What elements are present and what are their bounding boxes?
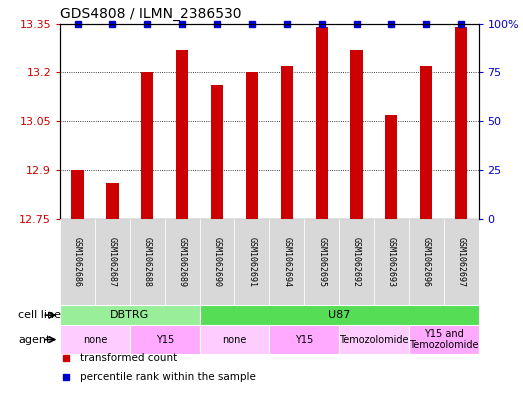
Bar — [409, 325, 479, 354]
Bar — [350, 50, 362, 219]
Bar — [200, 219, 234, 305]
Text: GSM1062691: GSM1062691 — [247, 237, 256, 287]
Text: agent: agent — [18, 334, 51, 345]
Bar — [385, 114, 397, 219]
Bar — [60, 305, 200, 325]
Bar — [95, 219, 130, 305]
Text: GSM1062693: GSM1062693 — [387, 237, 396, 287]
Text: cell line: cell line — [18, 310, 61, 320]
Bar — [200, 305, 479, 325]
Bar — [409, 219, 444, 305]
Bar — [374, 219, 409, 305]
Text: Y15: Y15 — [156, 334, 174, 345]
Text: percentile rank within the sample: percentile rank within the sample — [81, 372, 256, 382]
Bar — [269, 219, 304, 305]
Text: GSM1062687: GSM1062687 — [108, 237, 117, 287]
Bar — [420, 66, 433, 219]
Text: transformed count: transformed count — [81, 353, 177, 363]
Text: Y15: Y15 — [295, 334, 313, 345]
Text: none: none — [83, 334, 107, 345]
Bar — [339, 325, 409, 354]
Text: GDS4808 / ILMN_2386530: GDS4808 / ILMN_2386530 — [60, 7, 242, 21]
Text: DBTRG: DBTRG — [110, 310, 150, 320]
Bar — [269, 325, 339, 354]
Bar — [60, 219, 95, 305]
Text: GSM1062689: GSM1062689 — [178, 237, 187, 287]
Text: U87: U87 — [328, 310, 350, 320]
Text: GSM1062696: GSM1062696 — [422, 237, 431, 287]
Bar — [315, 27, 328, 219]
Bar — [246, 72, 258, 219]
Text: none: none — [222, 334, 247, 345]
Bar — [281, 66, 293, 219]
Text: GSM1062686: GSM1062686 — [73, 237, 82, 287]
Text: GSM1062690: GSM1062690 — [212, 237, 222, 287]
Text: Temozolomide: Temozolomide — [339, 334, 408, 345]
Text: GSM1062688: GSM1062688 — [143, 237, 152, 287]
Bar — [130, 325, 200, 354]
Text: GSM1062695: GSM1062695 — [317, 237, 326, 287]
Bar — [60, 325, 130, 354]
Bar — [444, 219, 479, 305]
Bar — [200, 325, 269, 354]
Text: Y15 and
Temozolomide: Y15 and Temozolomide — [409, 329, 479, 350]
Bar — [176, 50, 188, 219]
Text: GSM1062692: GSM1062692 — [352, 237, 361, 287]
Bar — [165, 219, 200, 305]
Bar — [106, 183, 119, 219]
Bar — [455, 27, 467, 219]
Bar — [72, 170, 84, 219]
Bar — [130, 219, 165, 305]
Bar — [234, 219, 269, 305]
Text: GSM1062697: GSM1062697 — [457, 237, 465, 287]
Bar — [339, 219, 374, 305]
Bar — [304, 219, 339, 305]
Bar — [141, 72, 153, 219]
Bar — [211, 85, 223, 219]
Text: GSM1062694: GSM1062694 — [282, 237, 291, 287]
